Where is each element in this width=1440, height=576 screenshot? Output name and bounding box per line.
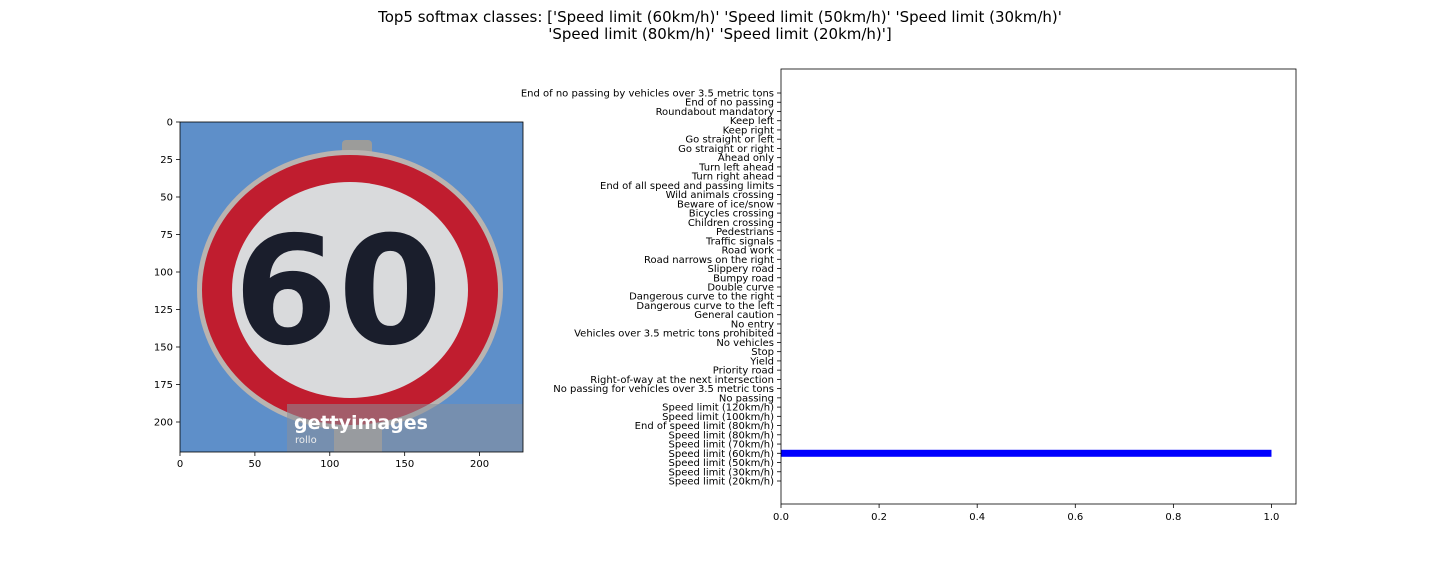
bar-category-label: No vehicles (716, 338, 774, 349)
bar-category-label: Bicycles crossing (689, 209, 774, 220)
figure-title: Top5 softmax classes: ['Speed limit (60k… (0, 9, 1440, 43)
bar-axes-background (781, 69, 1296, 504)
bar-category-label: Dangerous curve to the right (629, 292, 774, 303)
image-x-tick-label: 0 (177, 459, 183, 470)
bar-category-label: Priority road (713, 366, 774, 377)
bar-category-label: End of no passing (685, 98, 774, 109)
bar-category-label: Wild animals crossing (666, 190, 774, 201)
bar-x-tick-label: 0.6 (1067, 512, 1083, 523)
bar-category-label: End of no passing by vehicles over 3.5 m… (521, 89, 774, 100)
watermark-band (287, 404, 523, 452)
bar-x-tick-label: 0.2 (871, 512, 887, 523)
bar-category-label: Children crossing (688, 218, 774, 229)
bar-category-label: Bumpy road (713, 273, 774, 284)
bar-category-label: Turn right ahead (691, 172, 774, 183)
bar-category-label: Turn left ahead (698, 162, 774, 173)
bar-category-label: End of speed limit (80km/h) (635, 421, 774, 432)
image-y-tick-label: 200 (154, 418, 173, 429)
watermark-credit: rollo (295, 435, 317, 446)
bar-x-axis: 0.0 0.2 0.4 0.6 0.8 1.0 (773, 504, 1279, 523)
bar-category-label: End of all speed and passing limits (600, 181, 774, 192)
bar-category-label: No passing (719, 393, 774, 404)
bar-category-label: Right-of-way at the next intersection (590, 375, 774, 386)
bar (781, 449, 1272, 457)
bar-category-label: Vehicles over 3.5 metric tons prohibited (574, 329, 774, 340)
sign-face (232, 182, 468, 398)
bar-category-label: Road work (722, 246, 775, 257)
bar-category-label: Slippery road (708, 264, 774, 275)
image-y-tick-label: 75 (160, 230, 173, 241)
image-y-tick-label: 50 (160, 193, 173, 204)
figure-title-line-2: 'Speed limit (80km/h)' 'Speed limit (20k… (548, 25, 892, 43)
bar-category-label: Yield (749, 356, 774, 367)
image-x-axis: 0 50 100 150 200 (177, 452, 489, 470)
image-y-tick-label: 175 (154, 380, 173, 391)
bar-category-label: Dangerous curve to the left (636, 301, 774, 312)
bar-category-label: Pedestrians (716, 227, 774, 238)
bar-category-label: Keep left (730, 116, 774, 127)
bar-x-tick-label: 0.8 (1165, 512, 1181, 523)
bar-x-tick-label: 1.0 (1264, 512, 1280, 523)
image-x-tick-label: 50 (249, 459, 262, 470)
image-x-tick-label: 200 (470, 459, 489, 470)
image-y-tick-label: 0 (167, 118, 173, 129)
image-y-tick-label: 150 (154, 343, 173, 354)
bar-category-label: General caution (694, 310, 774, 321)
image-y-tick-label: 100 (154, 268, 173, 279)
bar-axes-frame (780, 68, 1297, 505)
bar-series (781, 449, 1272, 457)
bar-category-label: Speed limit (30km/h) (669, 467, 775, 478)
bar-category-label: Keep right (723, 125, 774, 136)
sign-number: 60 (234, 205, 443, 379)
image-panel: 60 gettyimages rollo 0 50 100 150 200 0 25 50 7… (154, 118, 524, 470)
bar-category-label: Speed limit (80km/h) (669, 430, 775, 441)
bar-category-label: Double curve (707, 283, 774, 294)
image-y-tick-label: 25 (160, 155, 173, 166)
bar-category-label: Ahead only (718, 153, 774, 164)
image-x-tick-label: 150 (395, 459, 414, 470)
watermark-logo: gettyimages (294, 412, 428, 434)
sign-photo: 60 gettyimages rollo (180, 122, 523, 452)
bar-y-axis: Speed limit (20km/h)Speed limit (30km/h)… (521, 89, 781, 488)
bar-category-label: No passing for vehicles over 3.5 metric … (553, 384, 774, 395)
bar-category-label: Roundabout mandatory (656, 107, 775, 118)
bar-category-label: Stop (751, 347, 774, 358)
bar-category-label: Speed limit (20km/h) (669, 477, 775, 488)
bar-category-label: Speed limit (100km/h) (662, 412, 774, 423)
image-x-tick-label: 100 (320, 459, 339, 470)
bar-category-label: Speed limit (50km/h) (669, 458, 775, 469)
bar-category-label: Go straight or right (678, 144, 774, 155)
bar-x-tick-label: 0.4 (969, 512, 985, 523)
bar-category-label: Road narrows on the right (644, 255, 774, 266)
bar-category-label: Go straight or left (685, 135, 774, 146)
figure-title-line-1: Top5 softmax classes: ['Speed limit (60k… (378, 8, 1062, 26)
bar-category-label: Beware of ice/snow (677, 199, 774, 210)
image-y-axis: 0 25 50 75 100 125 150 175 200 (154, 118, 180, 429)
image-axes-frame (179, 121, 524, 453)
bar-category-label: Speed limit (70km/h) (669, 440, 775, 451)
bar-category-label: No entry (731, 319, 774, 330)
bar-category-label: Speed limit (60km/h) (669, 449, 775, 460)
bar-x-tick-label: 0.0 (773, 512, 789, 523)
bar-chart-panel: Speed limit (20km/h)Speed limit (30km/h)… (521, 68, 1297, 523)
bar-category-label: Speed limit (120km/h) (662, 403, 774, 414)
image-y-tick-label: 125 (154, 305, 173, 316)
bar-category-label: Traffic signals (705, 236, 774, 247)
